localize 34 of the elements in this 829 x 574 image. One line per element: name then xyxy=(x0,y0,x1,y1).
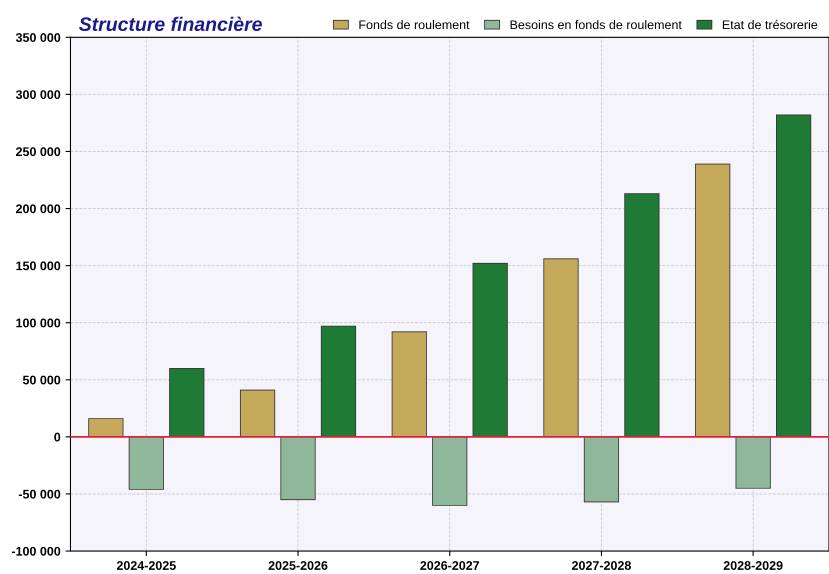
x-tick-label: 2026-2027 xyxy=(420,561,480,570)
x-tick-label: 2027-2028 xyxy=(572,561,631,570)
y-tick-label: -100 000 xyxy=(12,546,60,556)
y-tick-label: 100 000 xyxy=(16,318,60,328)
bar xyxy=(543,258,579,438)
bar xyxy=(695,164,730,438)
x-tick-label: 2024-2025 xyxy=(116,561,176,570)
bar xyxy=(736,436,771,489)
bar xyxy=(88,418,124,438)
bar xyxy=(280,436,316,500)
bar xyxy=(128,436,164,490)
x-tick-label: 2028-2029 xyxy=(724,561,783,570)
bar xyxy=(392,331,427,438)
legend-label: Etat de trésorerie xyxy=(722,20,818,30)
bar xyxy=(432,436,468,506)
y-tick-label: 50 000 xyxy=(22,376,60,384)
bar xyxy=(776,114,812,438)
bar xyxy=(584,436,620,502)
bar xyxy=(169,368,204,438)
y-tick-label: 150 000 xyxy=(16,261,60,270)
legend-label: Besoins en fonds de roulement xyxy=(510,20,682,30)
bar xyxy=(472,262,508,438)
legend-label: Fonds de roulement xyxy=(359,20,470,30)
y-tick-label: 350 000 xyxy=(16,33,60,42)
bar xyxy=(624,193,660,438)
y-tick-label: -50 000 xyxy=(18,490,60,499)
y-tick-label: 0 xyxy=(54,432,60,442)
y-tick-label: 250 000 xyxy=(16,147,60,156)
chart-title: Structure financière xyxy=(78,16,262,32)
y-tick-label: 300 000 xyxy=(16,90,60,100)
bar xyxy=(240,390,276,438)
x-tick-label: 2025-2026 xyxy=(268,561,328,570)
y-tick-label: 200 000 xyxy=(16,204,60,214)
bar xyxy=(320,326,356,438)
